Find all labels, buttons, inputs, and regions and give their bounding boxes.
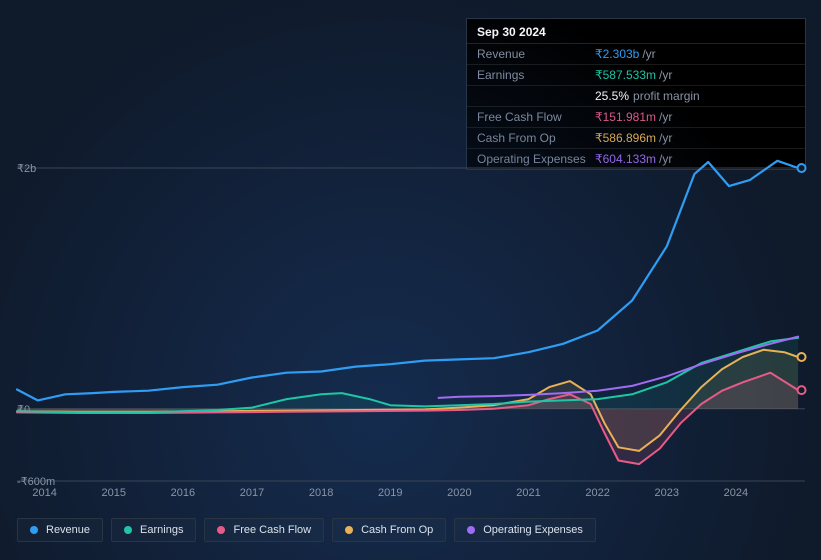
x-axis-tick-label: 2021 xyxy=(516,487,540,499)
x-axis-tick-label: 2024 xyxy=(724,487,748,499)
legend-dot xyxy=(217,526,225,534)
legend-item[interactable]: Revenue xyxy=(17,518,103,542)
x-axis-tick-label: 2015 xyxy=(102,487,126,499)
legend-item-label: Earnings xyxy=(140,524,183,536)
legend-dot xyxy=(345,526,353,534)
tooltip-row-unit: /yr xyxy=(642,47,655,61)
legend-item-label: Revenue xyxy=(46,524,90,536)
x-axis-tick-label: 2022 xyxy=(585,487,609,499)
legend-dot xyxy=(467,526,475,534)
x-axis-tick-label: 2023 xyxy=(655,487,679,499)
legend-item[interactable]: Operating Expenses xyxy=(454,518,596,542)
x-axis-tick-label: 2016 xyxy=(171,487,195,499)
x-axis-tick-label: 2020 xyxy=(447,487,471,499)
x-axis-tick-label: 2019 xyxy=(378,487,402,499)
legend-item-label: Free Cash Flow xyxy=(233,524,311,536)
legend-item[interactable]: Cash From Op xyxy=(332,518,446,542)
legend-dot xyxy=(30,526,38,534)
x-axis-tick-label: 2017 xyxy=(240,487,264,499)
financials-chart[interactable]: ₹2b₹0-₹600m 2014201520162017201820192020… xyxy=(17,156,805,481)
x-axis-tick-label: 2018 xyxy=(309,487,333,499)
y-axis-tick-label: ₹2b xyxy=(17,162,36,175)
y-axis-tick-label: ₹0 xyxy=(17,403,30,416)
legend-item-label: Operating Expenses xyxy=(483,524,583,536)
tooltip-row-unit: /yr xyxy=(659,68,672,82)
legend-item[interactable]: Earnings xyxy=(111,518,196,542)
legend-item[interactable]: Free Cash Flow xyxy=(204,518,324,542)
legend-item-label: Cash From Op xyxy=(361,524,433,536)
x-axis-tick-label: 2014 xyxy=(32,487,56,499)
legend-dot xyxy=(124,526,132,534)
chart-legend: Revenue Earnings Free Cash Flow Cash From O… xyxy=(17,518,596,542)
